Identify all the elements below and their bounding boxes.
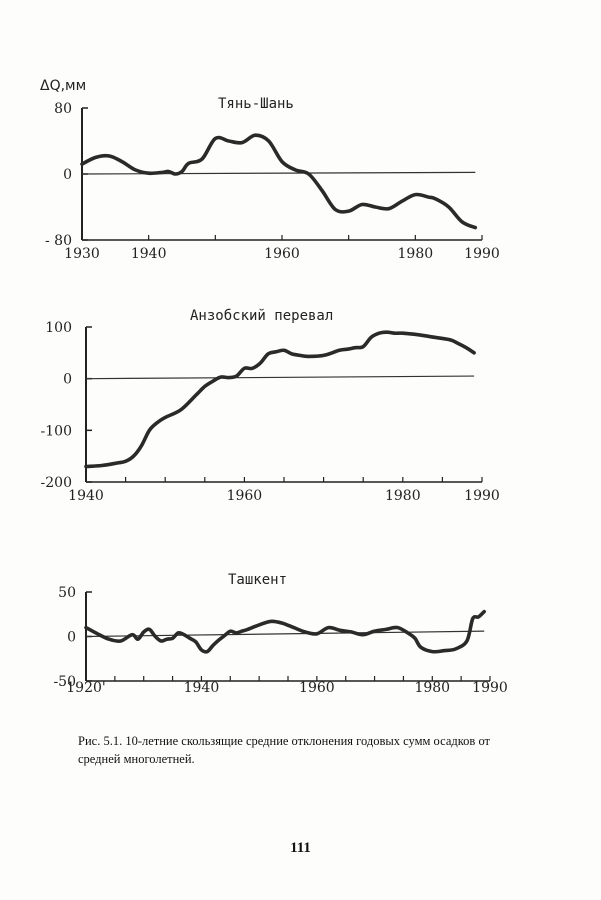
- x-tick-label: 1960: [299, 680, 335, 696]
- x-tick-label: 1980: [414, 680, 450, 696]
- series-line: [80, 133, 478, 230]
- y-tick-label: - 80: [45, 233, 72, 249]
- x-tick-label: 1990: [464, 246, 500, 262]
- panel-title: Тянь-Шань: [218, 96, 294, 112]
- x-tick-label: 1980: [398, 246, 434, 262]
- y-tick-label: 100: [45, 320, 72, 336]
- y-tick-label: -100: [41, 423, 72, 439]
- panel-title: Ташкент: [228, 572, 287, 588]
- x-tick-label: 1990: [464, 488, 500, 504]
- x-tick-label: 1930: [64, 246, 100, 262]
- y-tick-label: -200: [41, 475, 72, 491]
- x-tick-label: 1990: [472, 680, 508, 696]
- y-tick-label: 50: [58, 585, 76, 601]
- page-number: 111: [290, 840, 311, 856]
- x-tick-label: 1980: [385, 488, 421, 504]
- series-line: [84, 609, 486, 654]
- series-line: [84, 330, 476, 469]
- x-tick-label: 1940: [131, 246, 167, 262]
- panel-title: Анзобский перевал: [190, 308, 333, 324]
- y-tick-label: -50: [53, 674, 76, 690]
- y-tick-label: 0: [63, 372, 72, 388]
- x-tick-label: 1940: [68, 488, 104, 504]
- y-tick-label: 80: [54, 101, 72, 117]
- x-tick-label: 1940: [184, 680, 220, 696]
- y-axis-label: ΔQ,мм: [40, 78, 86, 94]
- figure-caption: Рис. 5.1. 10-летние скользящие средние о…: [78, 734, 490, 766]
- x-tick-label: 1960: [227, 488, 263, 504]
- y-tick-label: 0: [67, 630, 76, 646]
- x-tick-label: 1920': [66, 680, 105, 696]
- x-tick-label: 1960: [264, 246, 300, 262]
- y-tick-label: 0: [63, 167, 72, 183]
- zero-reference-line: [85, 375, 475, 380]
